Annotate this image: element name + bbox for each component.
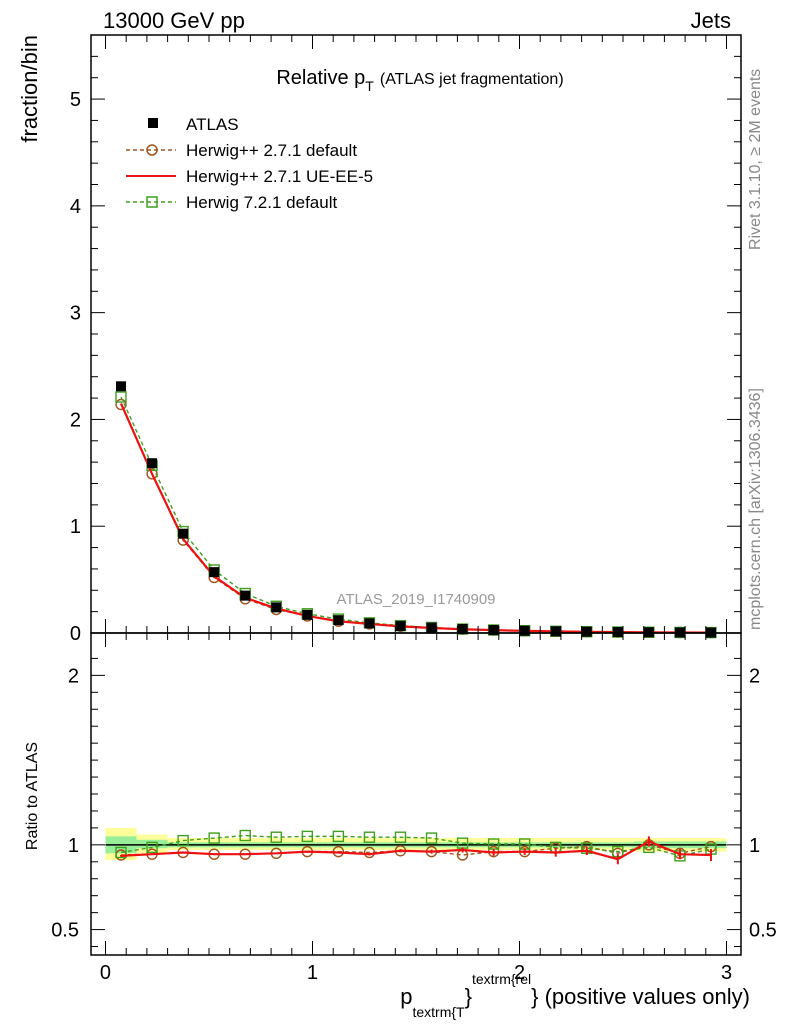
legend-entry-herwig7: Herwig 7.2.1 default [126,193,337,212]
main-y-tick-label: 2 [70,409,81,431]
watermark: ATLAS_2019_I1740909 [336,591,495,608]
ratio-band-inner-1 [136,839,168,849]
ratio-plot-frame [90,632,742,956]
main-point-atlas-16 [612,627,623,638]
legend-marker-herwig7 [146,196,158,208]
legend-label-herwigpp-default: Herwig++ 2.7.1 default [186,141,357,160]
chart-title-sub: T [365,78,374,94]
legend-marker-herwigpp-default [146,144,158,156]
ratio-y-tick-label: 1 [68,835,79,857]
main-point-atlas-14 [550,626,561,637]
ratio-y-tick-label-right: 0.5 [749,920,777,942]
chart-title: Relative pT (ATLAS jet fragmentation) [276,67,563,94]
chart-title-note: (ATLAS jet fragmentation) [380,71,564,88]
ratio-point-herwig-7-2-1-default-8 [363,831,376,843]
main-point-atlas-3 [209,567,220,578]
main-point-atlas-15 [581,626,592,637]
x-axis-label-sub: textrm{T [412,1004,465,1020]
ratio-point-herwig-7-2-1-default-3 [208,832,220,844]
main-point-atlas-8 [364,618,375,629]
legend-entry-herwigpp-ueee5: Herwig++ 2.7.1 UE-EE-5 [126,167,373,186]
x-tick-label: 3 [721,962,732,984]
header-right: Jets [691,8,731,33]
header-left: 13000 GeV pp [103,8,245,33]
main-point-atlas-13 [519,625,530,636]
main-y-tick-label: 1 [70,516,81,538]
side-label-bottom: mcplots.cern.ch [arXiv:1306.3436] [747,388,764,630]
ratio-y-tick-label: 0.5 [51,920,79,942]
ratio-point-herwig-7-2-1-default-2 [177,834,189,847]
x-axis-label-brace-2: } [531,984,538,1009]
ratio-y-tick-label: 2 [68,665,79,687]
x-axis-label: ptextrm{T}textrm{rel} (positive values o… [400,971,750,1020]
main-point-atlas-7 [333,615,344,626]
ratio-point-herwig-7-2-1-default-7 [332,830,345,843]
ratio-y-tick-label-right: 1 [749,835,760,857]
main-point-atlas-2 [178,528,189,539]
ratio-point-herwig-7-2-1-default-5 [270,831,282,843]
main-point-atlas-6 [302,609,313,620]
y-axis-label-ratio: Ratio to ATLAS [24,742,41,850]
main-point-herwig-2-7-1-default-1 [146,468,158,480]
main-point-atlas-9 [395,621,406,632]
x-tick-label: 2 [514,962,525,984]
ratio-y-tick-label-right: 2 [749,665,760,687]
chart-title-main: Relative p [276,67,365,89]
ratio-point-herwig-7-2-1-default-9 [394,831,407,843]
side-label-top: Rivet 3.1.10, ≥ 2M events [747,69,764,250]
main-point-atlas-4 [240,590,251,601]
x-axis-label-main: p [400,984,412,1009]
main-y-tick-label: 5 [70,89,81,111]
main-y-tick-label: 4 [70,196,81,218]
main-y-tick-label: 3 [70,303,81,325]
main-point-herwig-7-2-1-default-0 [115,391,127,403]
x-axis-label-sup: textrm{rel [472,971,531,987]
ratio-point-herwig-7-2-1-default-6 [301,830,314,843]
legend-label-herwig7: Herwig 7.2.1 default [186,193,337,212]
legend-label-herwigpp-ueee5: Herwig++ 2.7.1 UE-EE-5 [186,167,373,186]
main-point-atlas-10 [426,622,437,633]
legend-entry-herwigpp-default: Herwig++ 2.7.1 default [126,141,357,160]
ratio-point-herwig-7-2-1-default-10 [425,832,438,844]
main-point-atlas-11 [457,624,468,635]
main-point-herwig-2-7-1-default-0 [115,398,127,411]
legend-label-atlas: ATLAS [186,115,239,134]
main-point-atlas-0 [116,381,127,392]
ratio-point-herwig-7-2-1-default-0 [115,846,127,859]
main-point-atlas-1 [147,458,158,469]
x-tick-label: 0 [100,962,111,984]
x-tick-label: 1 [307,962,318,984]
ratio-line-herwig-2-7-1-ue-ee-5 [120,840,712,861]
x-axis-label-tail: (positive values only) [538,984,750,1009]
ratio-point-herwig-7-2-1-default-1 [146,841,158,854]
main-point-atlas-5 [271,602,282,613]
y-axis-label-main: fraction/bin [17,35,42,143]
main-y-tick-label: 0 [70,623,81,645]
legend-marker-atlas [148,118,158,128]
x-axis-label-brace: } [465,984,472,1009]
ratio-point-herwig-2-7-1-default-8 [363,846,376,859]
ratio-point-herwig-7-2-1-default-4 [239,829,251,842]
main-point-atlas-12 [488,625,499,636]
legend: ATLAS Herwig++ 2.7.1 default Herwig++ 2.… [126,115,373,212]
ratio-point-herwig-7-2-1-default-12 [487,838,500,850]
legend-entry-atlas: ATLAS [148,115,239,134]
